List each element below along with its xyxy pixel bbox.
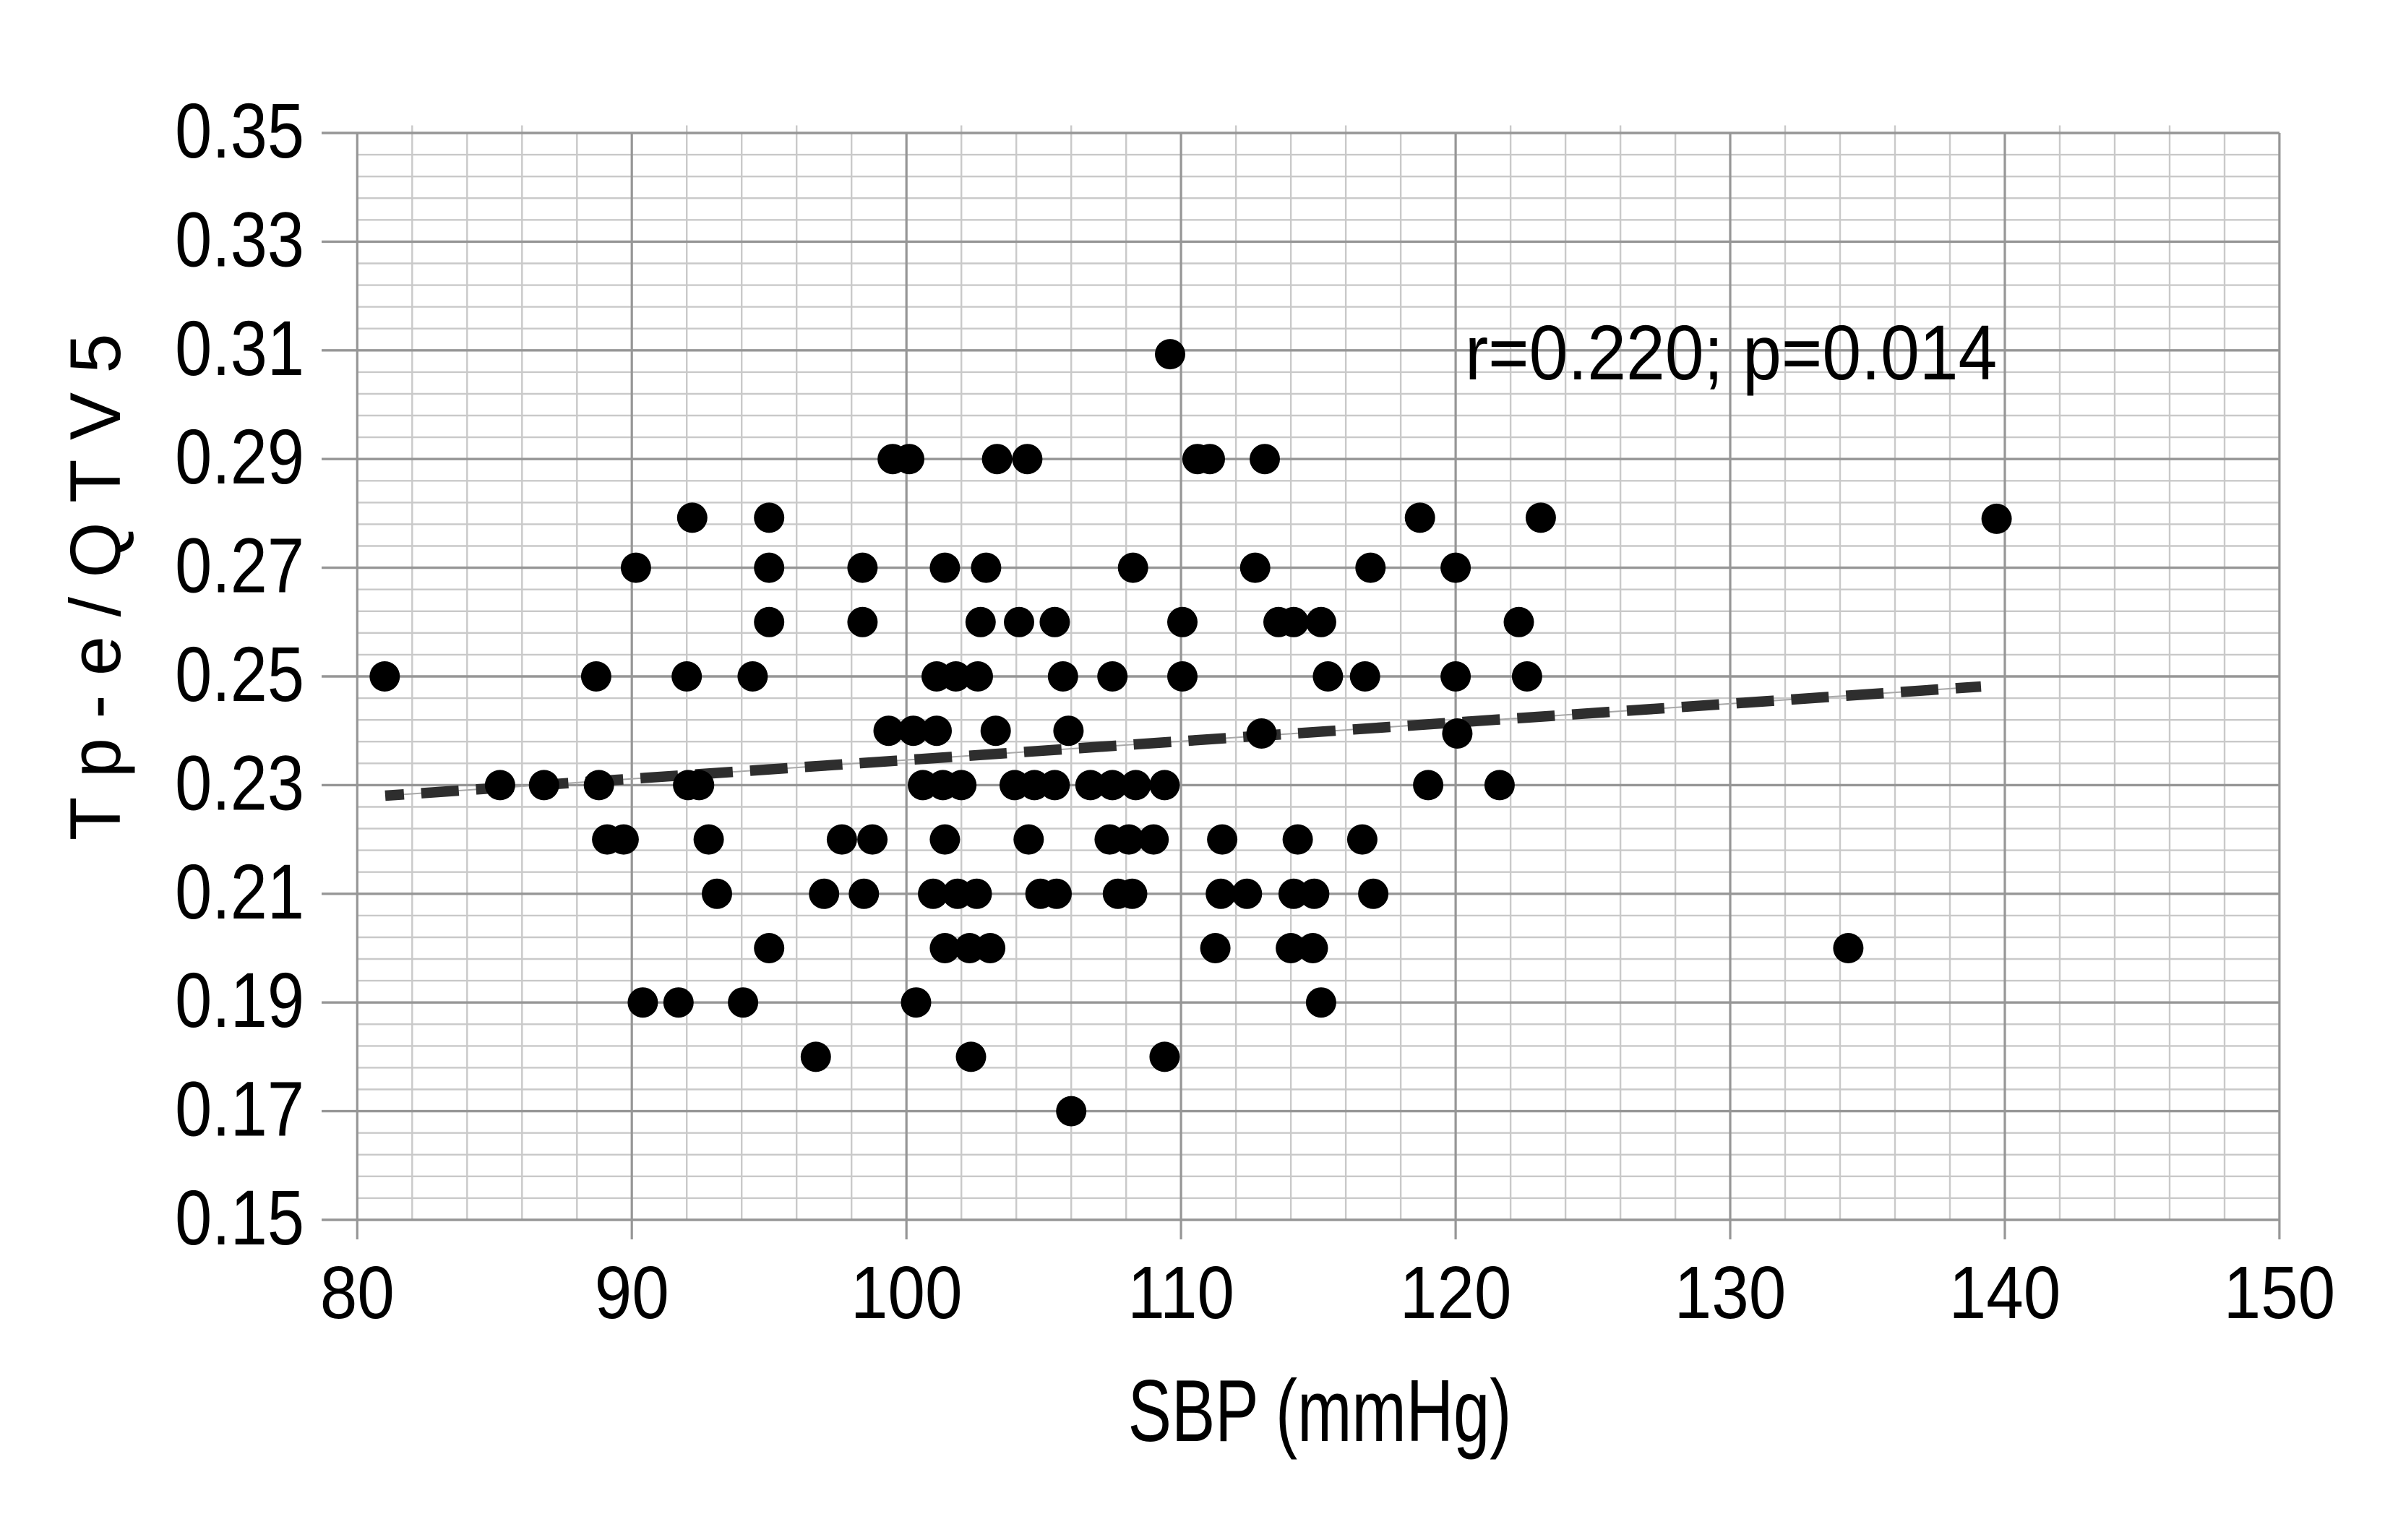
svg-text:130: 130: [1675, 1250, 1787, 1334]
svg-text:0.29: 0.29: [175, 413, 304, 501]
svg-text:0.23: 0.23: [175, 739, 304, 827]
svg-text:100: 100: [851, 1250, 963, 1334]
svg-text:90: 90: [595, 1250, 669, 1334]
svg-text:110: 110: [1127, 1250, 1234, 1334]
svg-text:0.21: 0.21: [175, 848, 304, 936]
svg-text:SBP (mmHg): SBP (mmHg): [1128, 1362, 1512, 1460]
svg-text:0.15: 0.15: [175, 1174, 304, 1262]
svg-text:0.25: 0.25: [175, 631, 304, 718]
svg-text:r=0.220; p=0.014: r=0.220; p=0.014: [1465, 309, 1997, 396]
svg-text:0.35: 0.35: [175, 87, 304, 175]
svg-text:0.19: 0.19: [175, 957, 304, 1044]
svg-text:140: 140: [1949, 1250, 2061, 1334]
svg-text:120: 120: [1400, 1250, 1512, 1334]
svg-text:0.31: 0.31: [175, 305, 304, 392]
svg-text:0.33: 0.33: [175, 196, 304, 283]
svg-text:Tp-e/QTV5: Tp-e/QTV5: [55, 314, 135, 840]
svg-text:0.17: 0.17: [175, 1066, 304, 1153]
svg-text:80: 80: [320, 1250, 395, 1334]
svg-text:150: 150: [2224, 1250, 2336, 1334]
svg-text:0.27: 0.27: [175, 522, 304, 610]
